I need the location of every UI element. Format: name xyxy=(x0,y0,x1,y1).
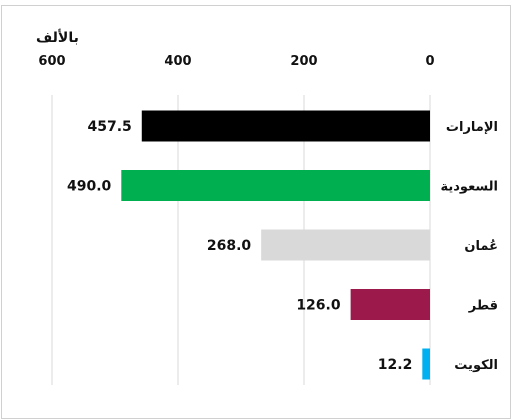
x-tick-label: 200 xyxy=(290,54,317,69)
bar xyxy=(422,348,430,380)
x-tick-label: 0 xyxy=(425,54,434,69)
chart-frame xyxy=(1,5,511,419)
bar xyxy=(261,229,430,261)
value-label: 490.0 xyxy=(67,179,112,195)
bar xyxy=(141,110,430,142)
value-label: 457.5 xyxy=(87,119,131,135)
category-label: السعودية xyxy=(441,180,499,195)
category-label: الإمارات xyxy=(446,120,498,135)
category-label: الكويت xyxy=(454,358,498,373)
x-tick-label: 600 xyxy=(38,54,65,69)
value-label: 268.0 xyxy=(207,238,252,254)
x-tick-label: 400 xyxy=(164,54,191,69)
bar xyxy=(350,289,430,320)
category-label: عُمان xyxy=(464,238,498,254)
value-label: 126.0 xyxy=(296,298,341,314)
category-label: قطر xyxy=(468,299,498,314)
unit-label: بالألف xyxy=(36,29,79,46)
value-label: 12.2 xyxy=(378,357,413,373)
bar xyxy=(121,170,431,201)
